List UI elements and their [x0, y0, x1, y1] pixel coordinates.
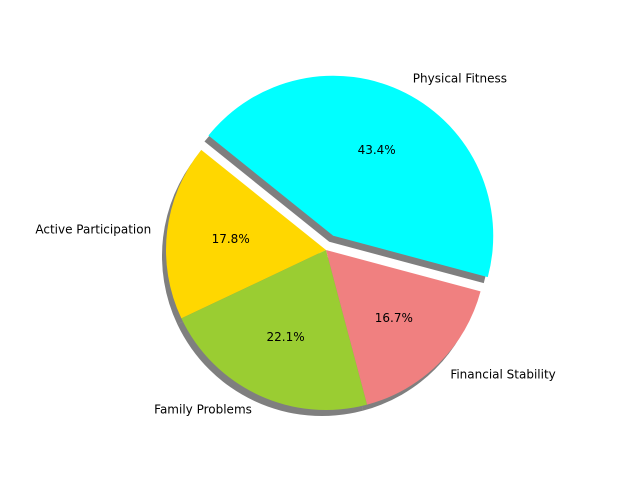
pie-slice-financial-stability [326, 250, 481, 405]
pie-slice-physical-fitness [208, 75, 494, 278]
slice-label-active-participation: Active Participation [35, 222, 151, 236]
pct-label-financial-stability: 16.7% [375, 311, 413, 325]
slice-label-physical-fitness: Physical Fitness [413, 72, 507, 86]
slice-label-financial-stability: Financial Stability [450, 368, 555, 382]
pct-label-family-problems: 22.1% [267, 330, 305, 344]
slice-labels: 43.4% Physical Fitness 17.8% Active Partici… [35, 72, 555, 417]
pie-slice-family-problems [181, 250, 368, 411]
pie-slice-active-participation [166, 149, 326, 319]
slice-label-family-problems: Family Problems [154, 403, 252, 417]
pie-slices [166, 75, 494, 411]
pct-label-physical-fitness: 43.4% [358, 143, 396, 157]
pct-label-active-participation: 17.8% [212, 232, 250, 246]
